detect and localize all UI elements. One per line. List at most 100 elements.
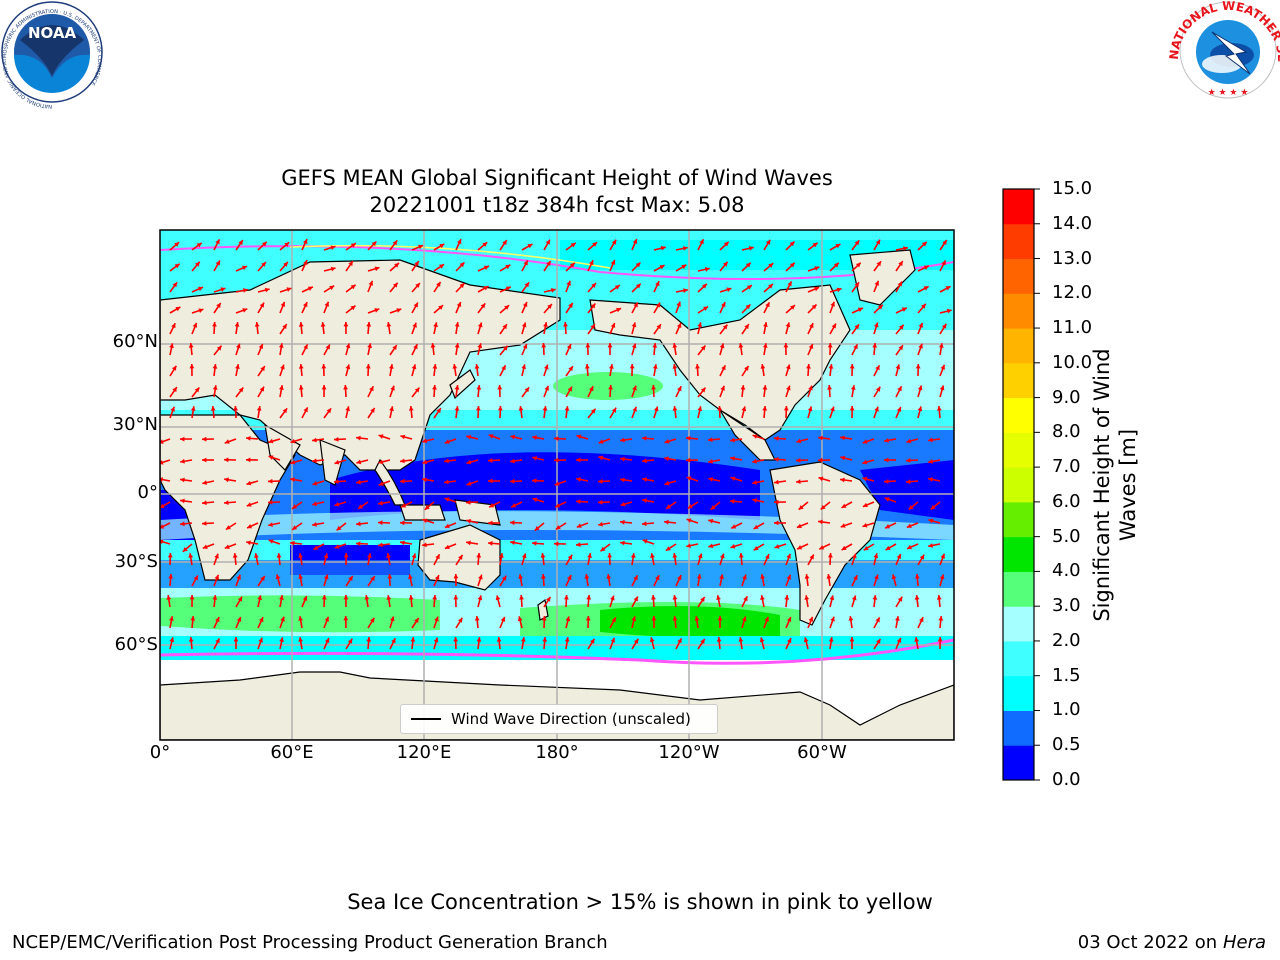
wind-wave-arrowhead [280, 616, 285, 622]
wind-wave-arrowhead [598, 455, 604, 461]
wind-wave-arrowhead [414, 387, 420, 393]
wind-wave-arrowhead [686, 543, 691, 548]
wind-wave-arrowhead [323, 553, 329, 559]
wind-wave-arrowhead [796, 458, 801, 463]
colorbar-tick-label: 12.0 [1052, 282, 1093, 304]
wind-wave-arrowhead [600, 546, 606, 552]
wind-wave-arrowhead [768, 284, 773, 289]
wind-wave-arrowhead [748, 246, 754, 251]
wind-wave-arrowhead [616, 307, 622, 313]
wind-wave-arrowhead [260, 576, 265, 581]
wind-wave-arrowhead [453, 574, 459, 579]
wind-wave-arrowhead [495, 595, 501, 601]
wind-wave-arrowhead [466, 500, 471, 505]
wind-wave-arrowhead [532, 497, 538, 503]
wind-wave-arrowhead [324, 301, 329, 307]
wind-wave-arrowhead [511, 503, 517, 508]
wind-wave-arrowhead [324, 616, 329, 622]
wind-wave-arrowhead [787, 281, 792, 287]
wind-wave-arrowhead [369, 617, 375, 623]
wind-wave-arrowhead [268, 522, 273, 527]
wind-wave-arrowhead [246, 480, 252, 486]
wind-wave-arrowhead [610, 637, 615, 643]
wind-wave-arrowhead [554, 541, 559, 547]
wind-wave-arrowhead [247, 524, 253, 529]
wind-wave-arrowhead [796, 523, 802, 529]
wind-wave-arrowhead [632, 239, 638, 244]
wind-wave-arrowhead [914, 637, 919, 642]
wind-wave-arrowhead [387, 574, 393, 579]
wind-wave-arrowhead [415, 283, 420, 288]
wind-wave-arrowhead [326, 408, 332, 414]
wind-wave-arrowhead [510, 520, 515, 526]
run-date: 03 Oct 2022 on Hera [1077, 932, 1266, 953]
wind-wave-arrowhead [862, 502, 868, 508]
wind-wave-arrowhead [216, 303, 221, 308]
wind-wave-arrowhead [897, 386, 902, 392]
wind-wave-arrowhead [392, 240, 398, 246]
wind-wave-arrowhead [589, 260, 594, 266]
wind-wave-arrowhead [202, 480, 207, 485]
wind-wave-arrowhead [590, 408, 596, 414]
wind-wave-arrowhead [238, 240, 243, 246]
wind-wave-arrowhead [350, 243, 356, 248]
wind-wave-arrowhead [651, 616, 657, 621]
wind-wave-arrowhead [744, 365, 749, 371]
wind-wave-arrowhead [188, 637, 194, 642]
wind-wave-arrowhead [433, 322, 438, 328]
wind-wave-arrowhead [660, 245, 666, 251]
wind-wave-arrowhead [242, 265, 247, 271]
wind-wave-arrowhead [885, 524, 891, 529]
wind-wave-arrowhead [400, 458, 405, 464]
y-tick-label: 30°N [112, 414, 158, 435]
wind-wave-arrowhead [877, 304, 883, 310]
wind-wave-arrowhead [760, 574, 765, 579]
wind-wave-arrowhead [921, 241, 927, 247]
wind-wave-arrowhead [589, 386, 594, 392]
wind-wave-arrowhead [540, 553, 546, 558]
wind-wave-arrowhead [411, 553, 417, 559]
wind-wave-arrowhead [854, 324, 859, 330]
wind-wave-arrowhead [744, 324, 749, 330]
wind-wave-arrowhead [343, 616, 349, 621]
wind-wave-arrowhead [505, 264, 511, 270]
wind-wave-arrowhead [393, 282, 398, 288]
wind-wave-arrowhead [676, 323, 682, 328]
wind-wave-arrowhead [545, 239, 550, 245]
wind-wave-arrowhead [774, 544, 780, 549]
wind-wave-arrowhead [554, 481, 560, 486]
x-tick-label: 60°E [270, 742, 314, 763]
wind-wave-arrowhead [774, 436, 779, 441]
wind-wave-arrowhead [848, 616, 854, 621]
wind-wave-arrowhead [298, 574, 303, 579]
wind-wave-arrowhead [699, 239, 704, 245]
wind-wave-arrowhead [413, 344, 418, 350]
wind-wave-arrowhead [374, 266, 380, 272]
wind-wave-arrowhead [814, 286, 820, 292]
wind-wave-arrowhead [167, 553, 173, 558]
wind-wave-arrowhead [224, 477, 229, 483]
wind-wave-arrowhead [434, 616, 439, 622]
wind-wave-arrowhead [374, 308, 380, 313]
wind-wave-arrowhead [723, 261, 728, 267]
wind-wave-arrowhead [708, 459, 713, 464]
wind-wave-arrowhead [378, 459, 384, 465]
wind-wave-arrowhead [896, 637, 902, 643]
wind-wave-arrowhead [541, 343, 547, 348]
wind-wave-arrowhead [697, 406, 703, 412]
wind-wave-arrowhead [444, 458, 449, 464]
wind-wave-arrowhead [202, 544, 208, 549]
wind-wave-arrowhead [919, 554, 925, 560]
wind-wave-arrowhead [840, 455, 846, 461]
wind-wave-arrowhead [215, 638, 220, 644]
wind-wave-arrowhead [828, 364, 834, 369]
wind-wave-arrowhead [831, 323, 836, 329]
wind-wave-arrowhead [686, 518, 692, 523]
wind-wave-arrowhead [166, 595, 172, 600]
wind-wave-arrowhead [928, 459, 933, 464]
wind-wave-arrowhead [258, 343, 264, 349]
wind-wave-arrowhead [939, 574, 945, 580]
wind-wave-arrowhead [534, 525, 540, 531]
wind-wave-arrowhead [369, 386, 374, 392]
wind-wave-arrowhead [906, 438, 912, 444]
